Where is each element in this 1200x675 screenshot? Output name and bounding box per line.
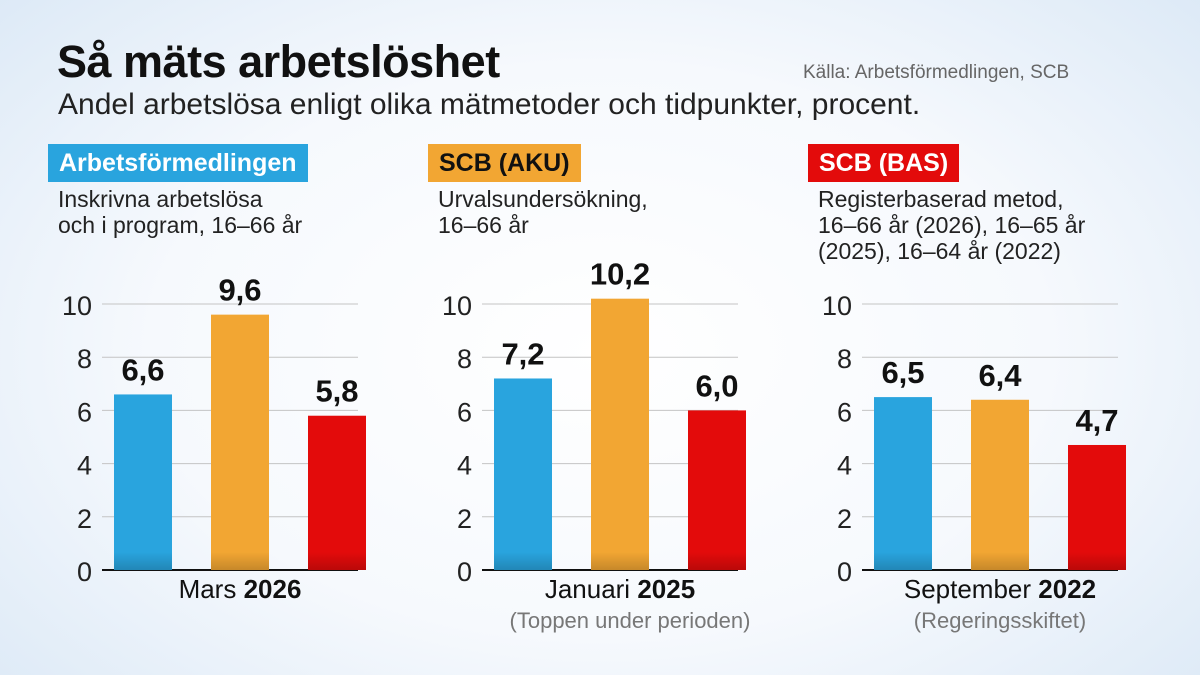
chart-subtitle: Andel arbetslösa enligt olika mätmetoder…	[58, 88, 921, 121]
y-tick-label: 6	[457, 397, 472, 427]
data-label: 6,4	[978, 358, 1022, 393]
desc-line: Registerbaserad metod,	[818, 186, 1064, 212]
bar	[1068, 444, 1126, 570]
chart-panel-3: 0 2 4 6 8 10 6,5 6,4 4,7	[822, 291, 1126, 587]
data-label: 6,0	[695, 368, 738, 403]
bar	[591, 298, 649, 570]
data-label: 6,5	[881, 355, 924, 390]
bar-shadow	[971, 552, 1029, 570]
desc-line: 16–66 år	[438, 212, 529, 238]
data-label: 10,2	[590, 257, 650, 292]
bar	[211, 314, 269, 570]
bar-shadow	[494, 552, 552, 570]
y-tick-label: 8	[837, 344, 852, 374]
y-tick-label: 6	[837, 397, 852, 427]
badge-scb-bas: SCB (BAS)	[808, 144, 960, 182]
y-tick-label: 2	[457, 504, 472, 534]
bar	[874, 397, 932, 570]
desc-scb-bas: Registerbaserad metod, 16–66 år (2026), …	[818, 186, 1085, 264]
bar	[494, 378, 552, 570]
desc-line: Urvalsundersökning,	[438, 186, 648, 212]
data-label: 7,2	[501, 336, 544, 371]
y-tick-label: 8	[457, 344, 472, 374]
data-label: 4,7	[1075, 403, 1118, 438]
chart-title: Så mäts arbetslöshet	[57, 36, 500, 87]
bar-shadow	[1068, 552, 1126, 570]
badge-arbetsformedlingen: Arbetsförmedlingen	[48, 144, 308, 182]
y-tick-label: 2	[77, 504, 92, 534]
period-label: Januari 2025	[480, 574, 760, 605]
bar-shadow	[211, 552, 269, 570]
bar	[971, 399, 1029, 570]
period-year: 2025	[637, 574, 696, 604]
y-tick-label: 6	[77, 397, 92, 427]
y-tick-label: 10	[442, 291, 472, 321]
badge-scb-aku: SCB (AKU)	[428, 144, 581, 182]
period-month: September	[903, 574, 1032, 604]
period-note: (Toppen under perioden)	[509, 608, 751, 633]
bar-shadow	[874, 552, 932, 570]
period-label: Mars 2026	[100, 574, 380, 605]
bar	[114, 394, 172, 570]
bar-shadow	[114, 552, 172, 570]
data-label: 9,6	[218, 273, 261, 308]
period-month: Mars	[178, 574, 237, 604]
data-label: 5,8	[315, 374, 358, 409]
bar	[308, 415, 366, 570]
source-note: Källa: Arbetsförmedlingen, SCB	[803, 62, 1070, 83]
y-tick-label: 10	[62, 291, 92, 321]
chart-panel-2: 0 2 4 6 8 10 7,2 10,2 6,0	[442, 257, 746, 587]
y-tick-label: 0	[457, 557, 472, 587]
desc-line: och i program, 16–66 år	[58, 212, 303, 238]
desc-line: (2025), 16–64 år (2022)	[818, 238, 1061, 264]
y-tick-label: 0	[77, 557, 92, 587]
desc-scb-aku: Urvalsundersökning, 16–66 år	[438, 186, 648, 238]
desc-line: 16–66 år (2026), 16–65 år	[818, 212, 1086, 238]
y-tick-label: 10	[822, 291, 852, 321]
desc-line: Inskrivna arbetslösa	[58, 186, 263, 212]
data-label: 6,6	[121, 352, 164, 387]
y-tick-label: 0	[837, 557, 852, 587]
y-tick-label: 2	[837, 504, 852, 534]
bar-shadow	[591, 552, 649, 570]
y-tick-label: 4	[837, 451, 852, 481]
period-year: 2026	[243, 574, 302, 604]
bar	[688, 410, 746, 570]
chart-panel-1: 0 2 4 6 8 10 6,6 9,6 5,8	[62, 273, 366, 587]
period-month: Januari	[544, 574, 631, 604]
bar-shadow	[308, 552, 366, 570]
y-tick-label: 4	[77, 451, 92, 481]
y-tick-label: 4	[457, 451, 472, 481]
period-note: (Regeringsskiftet)	[913, 608, 1087, 633]
period-year: 2022	[1038, 574, 1097, 604]
period-label: September 2022	[860, 574, 1140, 605]
desc-arbetsformedlingen: Inskrivna arbetslösa och i program, 16–6…	[58, 186, 302, 238]
y-tick-label: 8	[77, 344, 92, 374]
bar-shadow	[688, 552, 746, 570]
